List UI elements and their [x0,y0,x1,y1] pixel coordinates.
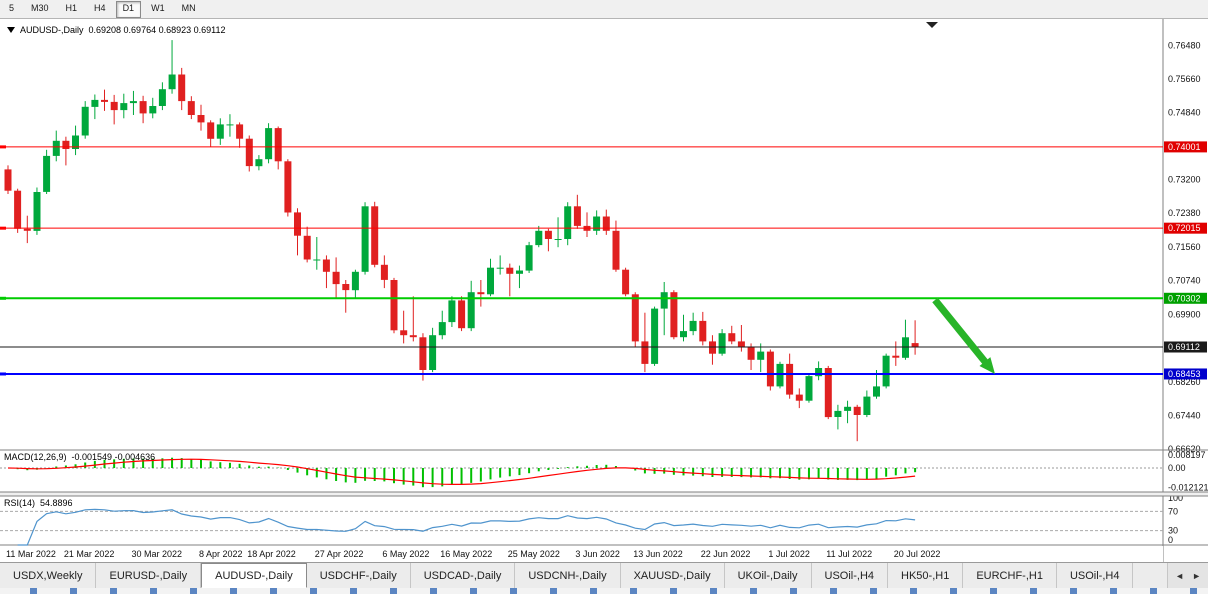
tab-scroll-left-button[interactable]: ◄ [1175,570,1185,581]
price-axis-labels: 0.76480 0.75660 0.74840 0.73200 0.72380 0.715… [1168,40,1208,545]
chart-tab-xauusd-daily[interactable]: XAUUSD-,Daily [620,563,725,588]
svg-text:1 Jul 2022: 1 Jul 2022 [768,549,810,559]
price-axis[interactable] [1164,18,1208,562]
svg-text:0.72015: 0.72015 [1168,223,1201,233]
chart-tab-hk50-h1[interactable]: HK50-,H1 [888,563,964,588]
chart-tab-ukoil-daily[interactable]: UKOil-,Daily [724,563,812,588]
price-line-0.74001[interactable]: 0.74001 [0,141,1207,153]
tab-scroll-right-button[interactable]: ► [1192,570,1201,581]
chart-tab-eurusd-daily[interactable]: EURUSD-,Daily [96,563,202,588]
rsi-value: 54.8896 [40,498,73,508]
svg-text:0.75660: 0.75660 [1168,74,1201,84]
svg-text:0.74840: 0.74840 [1168,108,1201,118]
svg-text:0.69112: 0.69112 [1168,342,1200,352]
svg-text:20 Jul 2022: 20 Jul 2022 [894,549,941,559]
chart-tab-bar: USDX,Weekly EURUSD-,Daily AUDUSD-,Daily USD… [0,562,1208,588]
chart-shift-marker-icon [926,22,938,28]
macd-values: -0.001549 -0.004636 [71,452,156,462]
timeframe-button-D1[interactable]: D1 [115,0,142,18]
chart-tab-eurchf-h1[interactable]: EURCHF-,H1 [963,563,1057,588]
svg-text:0.66620: 0.66620 [1168,444,1201,454]
chart-tab-usoil-h4[interactable]: USOil-,H4 [1056,563,1134,588]
rsi-indicator-label: RSI(14) 54.8896 [4,498,73,508]
svg-text:0.70740: 0.70740 [1168,275,1201,285]
macd-name: MACD(12,26,9) [4,452,67,462]
svg-text:0.76480: 0.76480 [1168,40,1201,50]
svg-text:21 Mar 2022: 21 Mar 2022 [64,549,115,559]
price-line-0.72015[interactable]: 0.72015 [0,222,1207,234]
svg-text:25 May 2022: 25 May 2022 [508,549,560,559]
chart-title: AUDUSD-,Daily 0.69208 0.69764 0.68923 0.… [7,25,225,35]
main-chart-svg: 0.76480 0.75660 0.74840 0.73200 0.72380 0.715… [0,18,1208,562]
rsi-splitter[interactable] [0,492,1208,496]
svg-text:0.68260: 0.68260 [1168,377,1201,387]
svg-text:0.70302: 0.70302 [1168,293,1201,303]
trend-arrow[interactable] [932,297,995,374]
price-line-0.70302[interactable]: 0.70302 [0,292,1207,304]
chart-tab-audusd-daily[interactable]: AUDUSD-,Daily [201,563,307,588]
svg-text:0.67440: 0.67440 [1168,410,1201,420]
timeframe-button-MN[interactable]: MN [181,2,196,13]
svg-text:0.00: 0.00 [1168,463,1186,473]
chart-tab-usdchf-daily[interactable]: USDCHF-,Daily [306,563,411,588]
chart-tabs: USDX,Weekly EURUSD-,Daily AUDUSD-,Daily USD… [0,563,1134,588]
price-line-0.68453[interactable]: 0.68453 [0,368,1207,380]
chart-tab-usdcnh-daily[interactable]: USDCNH-,Daily [515,563,621,588]
rsi-line [17,508,916,546]
chart-symbol-label: AUDUSD-,Daily [20,25,84,35]
svg-text:6 May 2022: 6 May 2022 [382,549,429,559]
timeframe-button-5[interactable]: 5 [9,2,15,13]
svg-text:70: 70 [1168,506,1178,516]
svg-text:27 Apr 2022: 27 Apr 2022 [315,549,364,559]
date-labels: 11 Mar 2022 21 Mar 2022 30 Mar 2022 8 Apr 2… [6,549,940,559]
timeframe-button-H4[interactable]: H4 [94,2,106,13]
svg-text:0.68453: 0.68453 [1168,369,1201,379]
svg-text:22 Jun 2022: 22 Jun 2022 [701,549,751,559]
svg-text:11 Mar 2022: 11 Mar 2022 [6,549,56,559]
timeframe-button-H1[interactable]: H1 [65,2,78,13]
svg-text:8 Apr 2022: 8 Apr 2022 [199,549,243,559]
svg-text:-0.012121: -0.012121 [1168,483,1208,493]
time-axis[interactable] [0,546,1163,562]
tab-scroll-controls: ◄ ► [1167,563,1208,588]
rsi-name: RSI(14) [4,498,36,508]
svg-text:0.73200: 0.73200 [1168,175,1201,185]
macd-indicator-label: MACD(12,26,9) -0.001549 -0.004636 [4,452,155,462]
macd-signal-line [7,458,916,485]
svg-text:0.71560: 0.71560 [1168,242,1201,252]
chart-tab-usoil-h4[interactable]: USOil-,H4 [811,563,889,588]
candles-layer [4,40,919,442]
svg-text:0.72380: 0.72380 [1168,208,1201,218]
svg-text:30: 30 [1168,526,1178,536]
chart-dropdown-icon[interactable] [7,27,15,33]
timeframe-button-W1[interactable]: W1 [151,2,165,13]
macd-histogram [16,457,917,488]
svg-text:30 Mar 2022: 30 Mar 2022 [131,549,182,559]
chart-tab-usdcad-daily[interactable]: USDCAD-,Daily [410,563,516,588]
chart-tab-usdx-weekly[interactable]: USDX,Weekly [0,563,97,588]
timeframe-toolbar: 5 M30 H1 H4 D1 W1 MN [0,0,1208,19]
svg-text:0.69900: 0.69900 [1168,310,1201,320]
svg-text:100: 100 [1168,493,1183,503]
timeframe-button-M30[interactable]: M30 [31,2,49,13]
svg-text:0.74001: 0.74001 [1168,142,1201,152]
chart-plot-area[interactable] [0,18,1163,449]
chart-ohlc-values: 0.69208 0.69764 0.68923 0.69112 [88,25,226,35]
svg-text:13 Jun 2022: 13 Jun 2022 [633,549,683,559]
svg-text:0: 0 [1168,535,1173,545]
svg-text:3 Jun 2022: 3 Jun 2022 [575,549,620,559]
svg-text:11 Jul 2022: 11 Jul 2022 [826,549,872,559]
svg-text:0.008197: 0.008197 [1168,450,1206,460]
svg-text:18 Apr 2022: 18 Apr 2022 [247,549,296,559]
svg-text:16 May 2022: 16 May 2022 [440,549,492,559]
bottom-status-strip [0,587,1208,594]
